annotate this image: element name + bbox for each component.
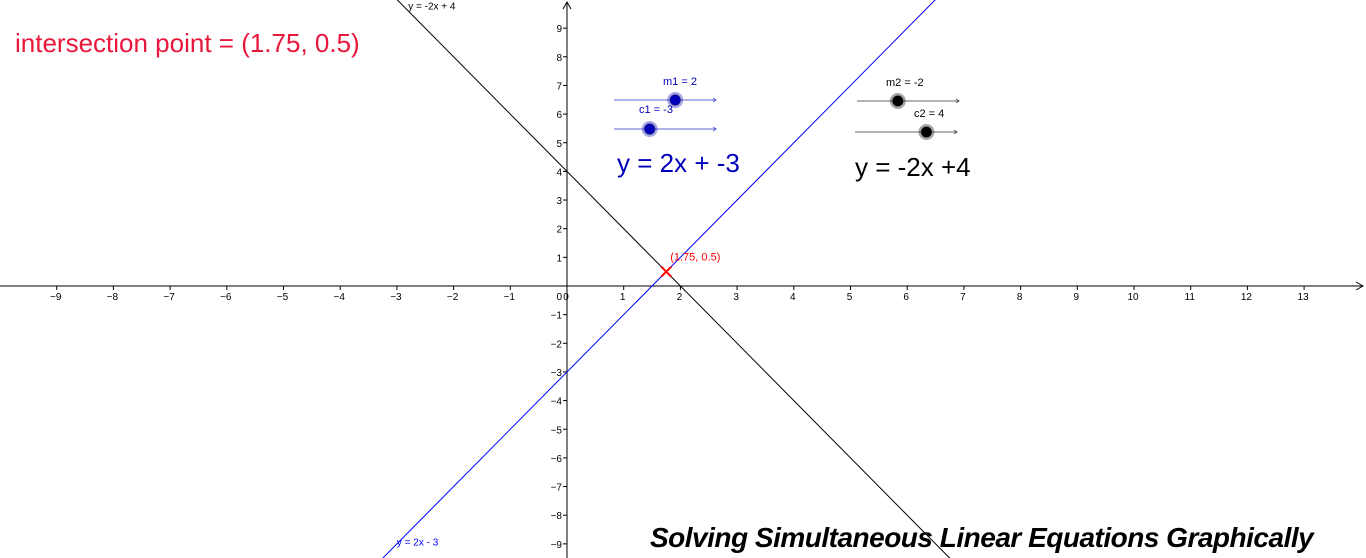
x-tick-label: 8 [1017,292,1023,303]
y-tick-label: 4 [556,167,562,178]
slider-handle[interactable] [669,94,681,106]
x-tick-label: 13 [1298,292,1310,303]
slider-3[interactable]: m2 = -2 [857,77,960,109]
page-title: Solving Simultaneous Linear Equations Gr… [650,522,1314,553]
slider-handle[interactable] [920,126,933,138]
y-tick-label: −8 [551,511,563,522]
x-tick-label: −8 [107,292,119,303]
slider-track-end [955,98,960,104]
intersection-result-text: intersection point = (1.75, 0.5) [15,28,360,58]
x-tick-label: −3 [390,292,402,303]
y-tick-label: −2 [551,339,563,350]
slider-label: m1 = 2 [663,76,697,88]
slider-handle[interactable] [892,95,904,107]
equation-1-text: y = 2x + -3 [617,148,740,178]
equation-2-text: y = -2x +4 [855,152,971,182]
y-tick-label: −6 [551,454,563,465]
series-label-2: y = -2x + 4 [408,2,456,13]
slider-handle[interactable] [643,123,656,135]
slider-track-end [712,97,717,103]
x-tick-label: 11 [1185,292,1196,303]
x-tick-label: 10 [1127,292,1139,303]
y-tick-label: −5 [551,425,563,436]
series-line-1 [382,0,936,558]
intersection-label: (1.75, 0.5) [670,252,720,264]
origin-label: 0 [556,292,562,303]
x-tick-label: 9 [1074,292,1080,303]
slider-label: c2 = 4 [914,108,944,120]
x-tick-label: 4 [790,292,796,303]
y-tick-label: −9 [551,540,563,551]
y-tick-label: 5 [556,139,562,150]
slider-1[interactable]: m1 = 2 [614,76,717,108]
y-tick-label: 3 [556,196,562,207]
slider-label: c1 = -3 [639,104,673,116]
y-tick-label: 7 [556,81,562,92]
slider-label: m2 = -2 [886,77,924,89]
x-tick-label: 3 [733,292,739,303]
intersection-points: (1.75, 0.5) [660,252,720,278]
series-label-1: y = 2x - 3 [397,537,439,548]
function-lines: y = 2x - 3 y = -2x + 4 [382,0,951,558]
x-tick-label: 2 [677,292,683,303]
x-tick-label: −1 [504,292,516,303]
x-tick-label: 7 [960,292,966,303]
y-tick-label: −7 [551,483,563,494]
y-tick-label: 8 [556,53,562,64]
slider-4[interactable]: c2 = 4 [855,108,958,140]
y-tick-label: 9 [556,24,562,35]
intersection-marker [660,265,672,278]
y-tick-label: −4 [551,397,563,408]
x-tick-label: −4 [333,292,345,303]
x-tick-label: −7 [163,292,175,303]
x-tick-label: 12 [1241,292,1253,303]
x-tick-label: −2 [447,292,459,303]
y-tick-label: 1 [556,253,562,264]
x-tick-label: −9 [50,292,62,303]
slider-track-end [953,129,958,135]
y-tick-label: −1 [551,311,563,322]
slider-2[interactable]: c1 = -3 [614,104,717,137]
x-tick-label: 5 [847,292,853,303]
y-tick-label: 2 [556,225,562,236]
x-tick-label: −5 [277,292,289,303]
x-tick-label: 1 [620,292,626,303]
slider-panel[interactable]: m1 = 2 c1 = -3 m2 = -2 c2 = 4 [614,76,960,140]
x-tick-label: −6 [220,292,232,303]
y-axis-arrow [562,0,572,10]
x-tick-label: 0 [563,292,569,303]
series-line-2 [396,0,951,558]
x-tick-label: 6 [903,292,909,303]
y-tick-label: 6 [556,110,562,121]
x-axis-arrow [1355,281,1365,291]
slider-track-end [712,126,717,132]
y-tick-label: −3 [551,368,563,379]
